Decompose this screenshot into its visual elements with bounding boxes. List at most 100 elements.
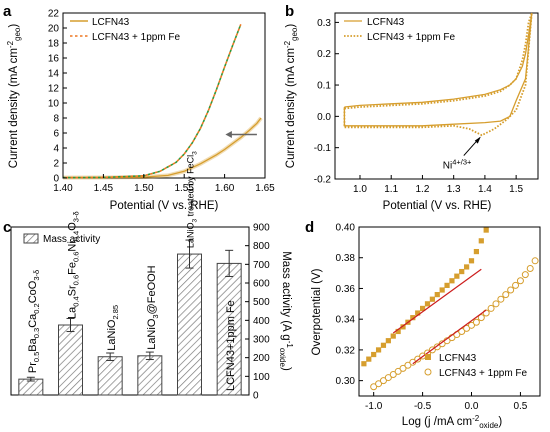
panel-b-ytick-label: 0.1 bbox=[317, 81, 331, 92]
panel-d-point-lcfn43 bbox=[410, 315, 416, 321]
panel-d-point-lcfn43 bbox=[459, 268, 465, 275]
panel-d-point-lcfn43 bbox=[380, 342, 387, 348]
panel-c-ytick-label: 900 bbox=[253, 223, 270, 234]
panel-d-point-lcfn43 bbox=[464, 264, 470, 270]
panel-d: d -1.0 -0.5 0.0 0.5 0.30 0.32 0.34 0.36 0.38 0.40… bbox=[305, 219, 541, 430]
panel-c-ytick-label: 700 bbox=[253, 260, 270, 271]
panel-d-point-fe bbox=[472, 318, 480, 326]
panel-c-category-label: LCFN43+1ppm Fe bbox=[225, 300, 237, 391]
panel-d-point-fe bbox=[463, 324, 471, 332]
panel-d-point-fe bbox=[492, 300, 500, 308]
panel-d-ylabel: Overpotential (V) bbox=[311, 268, 323, 355]
panel-b-annotation-head bbox=[474, 136, 481, 144]
panel-c-legend: Mass activity bbox=[23, 233, 100, 245]
panel-b-xtick-label: 1.1 bbox=[384, 184, 398, 195]
panel-d-point-lcfn43 bbox=[385, 338, 391, 344]
panel-a-ytick-label: 16 bbox=[48, 54, 60, 65]
panel-d-point-fe bbox=[477, 314, 485, 322]
panel-c-ytick-label: 400 bbox=[253, 316, 270, 327]
panel-a-xtick-label: 1.65 bbox=[255, 183, 275, 194]
panel-d-point-fe bbox=[487, 304, 495, 312]
panel-a-xtick-label: 1.60 bbox=[215, 183, 235, 194]
panel-a-ytick-label: 2 bbox=[53, 159, 59, 170]
panel-d-xtick-label: -1.0 bbox=[365, 401, 383, 412]
panel-a-xtick-label: 1.50 bbox=[134, 183, 154, 194]
panel-b-annotation: Ni4+/3+ bbox=[443, 136, 481, 172]
panel-d-legend-label: LCFN43 bbox=[439, 353, 477, 364]
panel-d-point-fe bbox=[516, 277, 524, 285]
panel-d-point-fe bbox=[468, 321, 476, 329]
panel-d-point-fe bbox=[512, 281, 520, 289]
panel-d-legend-swatch-circle bbox=[424, 368, 432, 376]
panel-b-frame bbox=[334, 12, 539, 180]
panel-c-ylabel: Mass activity (A g-1oxide) bbox=[278, 251, 294, 371]
panel-c-bar bbox=[177, 253, 202, 396]
panel-d-point-lcfn43 bbox=[473, 248, 480, 255]
panel-d-point-lcfn43 bbox=[439, 287, 445, 293]
panel-d-point-fe bbox=[521, 271, 529, 279]
panel-letter-b: b bbox=[285, 3, 294, 20]
panel-d-point-fe bbox=[497, 295, 505, 303]
panel-c-ytick-label: 300 bbox=[253, 335, 270, 346]
panel-letter-a: a bbox=[3, 3, 12, 20]
panel-c-legend-label: Mass activity bbox=[43, 234, 100, 245]
panel-d-point-lcfn43 bbox=[444, 282, 450, 288]
panel-d-ytick-label: 0.30 bbox=[336, 376, 356, 387]
panel-d-point-fe bbox=[526, 264, 534, 272]
panel-d-point-lcfn43 bbox=[400, 324, 406, 330]
panel-a-ytick-label: 8 bbox=[53, 114, 59, 125]
panel-a-legend: LCFN43 LCFN43 + 1ppm Fe bbox=[70, 17, 181, 43]
panel-c-ticks: 0 100 200 300 400 500 600 700 800 900 bbox=[245, 223, 270, 402]
panel-c-bar bbox=[18, 378, 44, 396]
panel-d-point-lcfn43 bbox=[434, 292, 440, 298]
panel-d-point-fe bbox=[502, 291, 510, 299]
panel-b-ylabel: Current density (mA cm-2geo) bbox=[283, 24, 299, 169]
panel-b-legend: LCFN43 LCFN43 + 1ppm Fe bbox=[344, 17, 456, 43]
panel-d-point-fe bbox=[531, 257, 539, 265]
panel-d-xtick-label: 0.5 bbox=[513, 401, 527, 412]
panel-d-point-lcfn43 bbox=[395, 328, 401, 335]
panel-d-point-lcfn43 bbox=[483, 227, 489, 233]
panel-a-series-band bbox=[62, 116, 263, 180]
panel-d-point-fe bbox=[375, 380, 383, 388]
panel-b-xtick-label: 1.2 bbox=[415, 184, 429, 195]
panel-d-point-lcfn43 bbox=[361, 361, 367, 367]
panel-d-point-lcfn43 bbox=[419, 305, 426, 312]
panel-d-ytick-label: 0.36 bbox=[336, 284, 356, 295]
panel-letter-d: d bbox=[305, 219, 314, 236]
panel-d-ytick-label: 0.40 bbox=[336, 223, 356, 234]
panel-d-point-fe bbox=[507, 286, 515, 294]
panel-d-legend-label: LCFN43 + 1ppm Fe bbox=[439, 368, 528, 379]
panel-d-frame bbox=[358, 226, 541, 397]
panel-a-ytick-label: 14 bbox=[48, 69, 60, 80]
panel-d-series bbox=[361, 227, 539, 391]
panel-c-legend-swatch bbox=[23, 233, 39, 244]
panel-b-xtick-label: 1.0 bbox=[353, 184, 367, 195]
panel-b-annotation-label: Ni4+/3+ bbox=[443, 158, 472, 172]
panel-d-point-lcfn43 bbox=[366, 356, 372, 362]
panel-b-xtick-label: 1.4 bbox=[478, 184, 492, 195]
panel-c-ytick-label: 200 bbox=[253, 353, 270, 364]
panel-b-ytick-label: -0.2 bbox=[314, 175, 332, 186]
panel-a-series-lcfn43 bbox=[62, 117, 262, 179]
panel-a-legend-label: LCFN43 + 1ppm Fe bbox=[92, 32, 181, 43]
panel-a-xlabel: Potential (V vs. RHE) bbox=[110, 200, 219, 212]
panel-b-series bbox=[343, 12, 533, 137]
panel-d-xlabel: Log (j /mA cm-2oxide) bbox=[402, 414, 503, 430]
panel-d-point-lcfn43 bbox=[375, 347, 382, 353]
panel-d-point-lcfn43 bbox=[415, 310, 421, 316]
panel-letter-c: c bbox=[3, 219, 11, 236]
panel-b-legend-label: LCFN43 bbox=[367, 17, 405, 28]
panel-d-legend: LCFN43 LCFN43 + 1ppm Fe bbox=[424, 353, 528, 379]
panel-a-xtick-label: 1.40 bbox=[53, 183, 73, 194]
panel-b-xlabel: Potential (V vs. RHE) bbox=[383, 200, 492, 212]
panel-b-xtick-label: 1.5 bbox=[509, 184, 523, 195]
panel-d-point-fe bbox=[370, 383, 378, 391]
panel-a-annotation-arrow bbox=[225, 131, 257, 138]
panel-d-point-lcfn43 bbox=[429, 296, 435, 302]
panel-d-point-lcfn43 bbox=[478, 238, 484, 244]
panel-c-bars: Pr0.5Ba0.3Ca0.2CoO3-δ La0.4Sr0.6Fe0.6Ni0.… bbox=[18, 151, 242, 396]
panel-a-ytick-label: 20 bbox=[48, 24, 60, 35]
panel-b-ytick-label: -0.1 bbox=[314, 143, 332, 154]
